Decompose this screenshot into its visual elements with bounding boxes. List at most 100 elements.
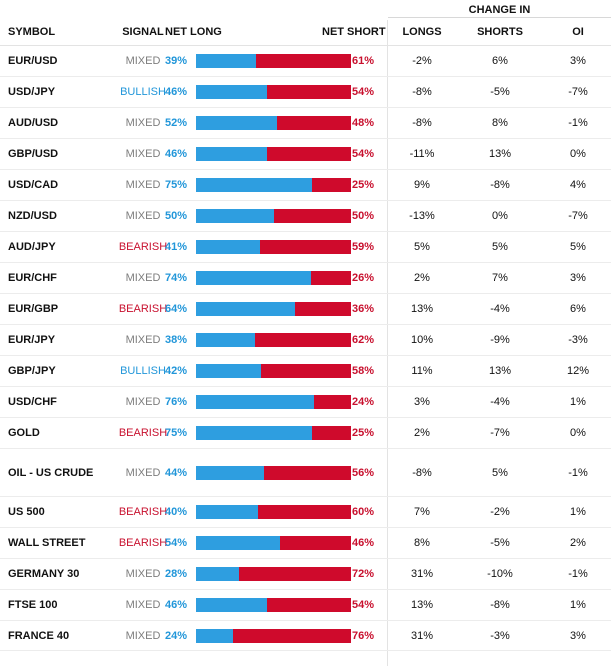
signal-label: MIXED (125, 179, 161, 191)
signal-label: BEARISH (118, 241, 168, 253)
net-long-value: 46% (165, 86, 188, 98)
change-longs-value: 13% (410, 303, 434, 315)
symbol-link[interactable]: EUR/USD (8, 55, 58, 67)
signal-label: MIXED (125, 568, 161, 580)
change-longs-value: 13% (410, 599, 434, 611)
sentiment-bar-long (196, 536, 280, 550)
change-longs-value: -2% (412, 55, 432, 67)
table-row[interactable]: NZD/USD MIXED 50% 50% -13% 0% -7% (0, 201, 611, 232)
table-row[interactable]: OIL - US CRUDE MIXED 44% 56% -8% 5% -1% (0, 449, 611, 497)
symbol-link[interactable]: USD/CAD (8, 179, 59, 191)
symbol-link[interactable]: NZD/USD (8, 210, 57, 222)
sentiment-bar-long (196, 505, 258, 519)
change-shorts-value: -10% (487, 568, 513, 580)
table-row[interactable]: FRANCE 40 MIXED 24% 76% 31% -3% 3% (0, 621, 611, 651)
symbol-link[interactable]: OIL - US CRUDE (8, 466, 94, 479)
table-row[interactable]: GERMANY 30 MIXED 28% 72% 31% -10% -1% (0, 559, 611, 590)
table-row[interactable]: EUR/JPY MIXED 38% 62% 10% -9% -3% (0, 325, 611, 356)
symbol-link[interactable]: AUD/JPY (8, 241, 56, 253)
header-net-short[interactable]: NET SHORT (322, 26, 386, 38)
sentiment-bar-long (196, 333, 255, 347)
change-oi-value: -3% (568, 334, 588, 346)
signal-label: MIXED (125, 210, 161, 222)
symbol-link[interactable]: FRANCE 40 (8, 629, 70, 642)
table-row[interactable]: GOLD BEARISH 75% 25% 2% -7% 0% (0, 418, 611, 449)
net-short-value: 48% (352, 117, 375, 129)
table-row[interactable]: WALL STREET BEARISH 54% 46% 8% -5% 2% (0, 528, 611, 559)
net-long-value: 74% (165, 272, 188, 284)
table-row[interactable]: USD/CAD MIXED 75% 25% 9% -8% 4% (0, 170, 611, 201)
symbol-link[interactable]: FTSE 100 (8, 599, 58, 611)
change-oi-value: -1% (568, 117, 588, 129)
net-short-value: 26% (352, 272, 375, 284)
change-longs-value: 5% (414, 241, 430, 253)
table-row[interactable]: EUR/USD MIXED 39% 61% -2% 6% 3% (0, 46, 611, 77)
change-in-header: CHANGE IN (388, 0, 611, 18)
net-long-value: 38% (165, 334, 188, 346)
change-shorts-value: -9% (490, 334, 510, 346)
signal-label: BEARISH (118, 537, 168, 549)
net-short-value: 56% (352, 466, 375, 479)
table-row[interactable]: GBP/JPY BULLISH 42% 58% 11% 13% 12% (0, 356, 611, 387)
sentiment-bar-long (196, 147, 268, 161)
header-shorts[interactable]: SHORTS (477, 26, 523, 38)
symbol-link[interactable]: GBP/USD (8, 148, 59, 160)
header-oi[interactable]: OI (572, 26, 584, 38)
sentiment-bar (196, 240, 351, 254)
change-oi-value: 5% (570, 241, 586, 253)
sentiment-bar-long (196, 209, 274, 223)
net-short-value: 25% (352, 427, 375, 439)
net-short-value: 36% (352, 303, 375, 315)
net-short-value: 72% (352, 568, 375, 580)
change-shorts-value: 7% (492, 272, 508, 284)
table-row[interactable]: US 500 BEARISH 40% 60% 7% -2% 1% (0, 497, 611, 528)
net-short-value: 25% (352, 179, 375, 191)
sentiment-bar (196, 302, 351, 316)
net-short-value: 58% (352, 365, 375, 377)
sentiment-bar (196, 209, 351, 223)
symbol-link[interactable]: EUR/JPY (8, 334, 56, 346)
sentiment-bar-long (196, 178, 313, 192)
signal-label: MIXED (125, 334, 161, 346)
symbol-link[interactable]: EUR/GBP (8, 303, 59, 315)
symbol-link[interactable]: GERMANY 30 (8, 568, 80, 580)
symbol-link[interactable]: WALL STREET (8, 537, 86, 549)
table-row[interactable]: USD/CHF MIXED 76% 24% 3% -4% 1% (0, 387, 611, 418)
header-net-long[interactable]: NET LONG (165, 26, 222, 38)
signal-label: MIXED (125, 599, 161, 611)
sentiment-bar-long (196, 85, 268, 99)
change-longs-value: 7% (414, 506, 430, 518)
table-row[interactable]: FTSE 100 MIXED 46% 54% 13% -8% 1% (0, 590, 611, 621)
header-symbol[interactable]: SYMBOL (8, 26, 56, 38)
net-short-value: 62% (352, 334, 375, 346)
change-shorts-value: 0% (492, 210, 508, 222)
change-longs-value: 3% (414, 396, 430, 408)
sentiment-bar (196, 116, 351, 130)
sentiment-bar-long (196, 395, 314, 409)
signal-label: BULLISH (120, 86, 166, 98)
net-short-value: 76% (352, 629, 375, 642)
signal-label: MIXED (125, 272, 161, 284)
symbol-link[interactable]: GOLD (8, 427, 40, 439)
table-row[interactable]: AUD/JPY BEARISH 41% 59% 5% 5% 5% (0, 232, 611, 263)
header-signal[interactable]: SIGNAL (122, 26, 164, 38)
change-longs-value: -13% (409, 210, 435, 222)
symbol-link[interactable]: USD/JPY (8, 86, 56, 98)
table-row[interactable]: USD/JPY BULLISH 46% 54% -8% -5% -7% (0, 77, 611, 108)
table-row[interactable]: EUR/CHF MIXED 74% 26% 2% 7% 3% (0, 263, 611, 294)
symbol-link[interactable]: AUD/USD (8, 117, 59, 129)
change-oi-value: 1% (570, 506, 586, 518)
sentiment-bar-long (196, 465, 265, 480)
symbol-link[interactable]: GBP/JPY (8, 365, 56, 377)
signal-label: MIXED (125, 396, 161, 408)
symbol-link[interactable]: US 500 (8, 506, 45, 518)
change-oi-value: 2% (570, 537, 586, 549)
change-shorts-value: -5% (490, 537, 510, 549)
table-row[interactable]: AUD/USD MIXED 52% 48% -8% 8% -1% (0, 108, 611, 139)
table-row[interactable]: GBP/USD MIXED 46% 54% -11% 13% 0% (0, 139, 611, 170)
symbol-link[interactable]: USD/CHF (8, 396, 57, 408)
symbol-link[interactable]: EUR/CHF (8, 272, 57, 284)
header-longs[interactable]: LONGS (402, 26, 442, 38)
table-row[interactable]: EUR/GBP BEARISH 64% 36% 13% -4% 6% (0, 294, 611, 325)
sentiment-bar (196, 54, 351, 68)
